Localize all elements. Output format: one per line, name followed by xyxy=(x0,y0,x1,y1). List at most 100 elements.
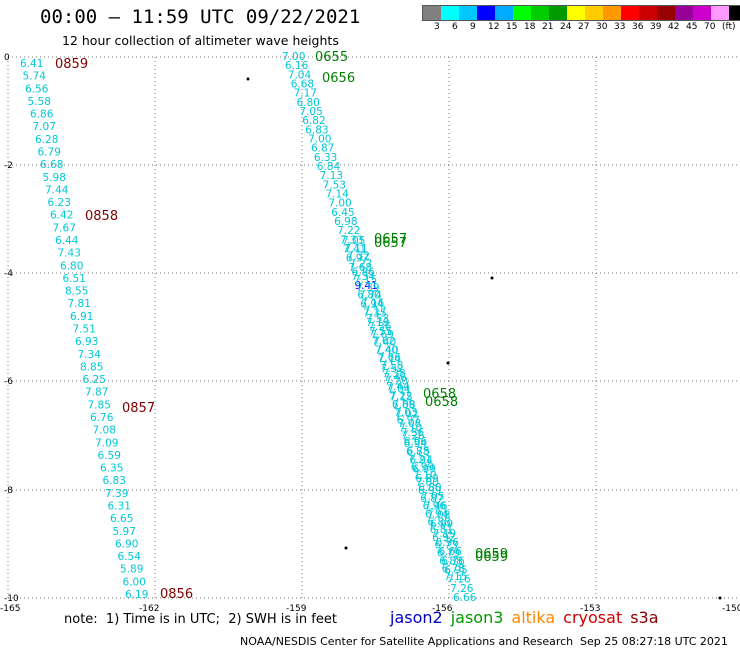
swh-value-right-track: 7.02 xyxy=(395,409,418,421)
legend-label: (ft) xyxy=(722,22,736,32)
swh-value-right-track: 7.52 xyxy=(381,363,404,375)
legend-swatch xyxy=(693,6,711,20)
swh-value-left-track: 7.85 xyxy=(88,399,111,411)
swh-value-left-track: 6.93 xyxy=(75,336,98,348)
swh-value-right-track: 7.05 xyxy=(299,106,322,118)
legend-label: 21 xyxy=(542,22,554,32)
legend-swatch xyxy=(711,6,729,20)
swh-value-right-track: 7.62 xyxy=(372,335,395,347)
swh-value-right-track: 7.41 xyxy=(343,244,366,256)
island-marker xyxy=(246,77,250,81)
swh-value-right-track: 6.45 xyxy=(331,207,354,219)
swh-value-right-track: 7.14 xyxy=(325,189,349,201)
swh-value-right-track: 6.88 xyxy=(427,516,450,528)
legend-labels: 3 6 9 12 15 18 21 24 27 30 33 36 39 42 45 70 (ft) xyxy=(422,22,740,36)
swh-value-right-track: 6.98 xyxy=(334,216,357,228)
swh-value-left-track: 6.25 xyxy=(83,374,106,386)
swh-value-left-track: 6.79 xyxy=(38,147,61,159)
swh-value-right-track: 7.03 xyxy=(394,407,417,419)
x-tick-label: -156 xyxy=(432,604,453,614)
swh-value-left-track: 6.91 xyxy=(70,311,93,323)
swh-value-right-track: 6.86 xyxy=(351,266,375,278)
swh-value-left-track: 7.87 xyxy=(85,387,108,399)
satellite-key-s3a: s3a xyxy=(630,608,659,627)
swh-value-right-track: 7.36 xyxy=(401,427,425,439)
swh-value-right-track: 7.00 xyxy=(416,477,439,489)
swh-value-right-track: 6.73 xyxy=(435,540,458,552)
swh-value-right-track: 6.99 xyxy=(418,485,441,497)
swh-value-right-track: 9.41 xyxy=(354,280,377,292)
jason3-time-label: 0659 xyxy=(475,547,508,562)
legend-swatch xyxy=(531,6,549,20)
swh-value-right-track: 7.10 xyxy=(413,469,436,481)
swh-value-right-track: 7.13 xyxy=(320,170,343,182)
swh-value-right-track: 7.10 xyxy=(399,423,422,435)
legend-label: 39 xyxy=(650,22,662,32)
jason3-time-label: 0655 xyxy=(315,50,348,65)
legend-swatch xyxy=(657,6,675,20)
swh-value-right-track: 7.40 xyxy=(375,344,398,356)
legend-label: 30 xyxy=(596,22,608,32)
swh-value-right-track: 6.94 xyxy=(425,508,449,520)
swh-value-right-track: 6.96 xyxy=(423,501,447,513)
swh-value-right-track: 6.78 xyxy=(442,563,465,575)
swh-value-right-track: 7.35 xyxy=(363,308,386,320)
swh-value-right-track: 6.75 xyxy=(407,445,430,457)
legend-label: 24 xyxy=(560,22,572,32)
y-tick-label: -4 xyxy=(4,269,13,279)
island-marker xyxy=(490,276,494,280)
swh-value-left-track: 6.59 xyxy=(98,450,121,462)
legend-label: 42 xyxy=(668,22,680,32)
legend-swatch xyxy=(459,6,477,20)
swh-value-right-track: 7.40 xyxy=(373,337,396,349)
swh-value-right-track: 7.68 xyxy=(349,262,372,274)
swh-value-left-track: 6.80 xyxy=(60,260,83,272)
x-tick-label: -162 xyxy=(139,604,159,614)
swh-value-right-track: 6.81 xyxy=(430,524,453,536)
swh-value-right-track: 6.80 xyxy=(418,482,441,494)
y-tick-label: -6 xyxy=(4,377,13,387)
swh-value-right-track: 6.88 xyxy=(439,555,462,567)
swh-value-left-track: 6.83 xyxy=(103,475,126,487)
legend-swatch xyxy=(477,6,495,20)
swh-value-right-track: 6.88 xyxy=(406,446,429,458)
satellite-key-cryosat: cryosat xyxy=(563,608,623,627)
swh-value-right-track: 6.79 xyxy=(437,548,460,560)
swh-value-right-track: 7.19 xyxy=(366,317,389,329)
satellite-key-altika: altika xyxy=(511,608,556,627)
swh-value-right-track: 7.00 xyxy=(308,134,331,146)
swh-value-right-track: 7.53 xyxy=(323,179,346,191)
jason3-time-label: 0658 xyxy=(425,395,458,410)
jason3-time-label: 0658 xyxy=(423,387,456,402)
island-marker xyxy=(344,546,348,550)
swh-value-left-track: 7.43 xyxy=(58,248,81,260)
swh-value-right-track: 7.38 xyxy=(382,368,405,380)
legend-swatch xyxy=(549,6,567,20)
swh-value-right-track: 7.36 xyxy=(368,321,392,333)
swh-value-right-track: 6.76 xyxy=(441,555,465,567)
swh-value-right-track: 7.40 xyxy=(375,344,398,356)
x-tick-label: -159 xyxy=(286,604,307,614)
satellite-key: jason2 jason3 altika cryosat s3a xyxy=(390,608,667,627)
swh-value-left-track: 7.44 xyxy=(45,184,69,196)
swh-value-right-track: 7.22 xyxy=(337,225,360,237)
swh-value-right-track: 6.96 xyxy=(436,537,460,549)
swh-value-right-track: 7.74 xyxy=(359,290,383,302)
jason3-time-label: 0659 xyxy=(475,550,508,565)
legend-swatch xyxy=(441,6,459,20)
swh-value-right-track: 7.08 xyxy=(427,509,450,521)
legend-label: 45 xyxy=(686,22,698,32)
legend-swatch xyxy=(585,6,603,20)
legend-label: 36 xyxy=(632,22,644,32)
swh-value-left-track: 6.65 xyxy=(110,513,133,525)
swh-value-right-track: 7.21 xyxy=(408,454,431,466)
swh-value-left-track: 7.67 xyxy=(53,222,76,234)
x-tick-label: -153 xyxy=(580,604,600,614)
swh-value-right-track: 6.80 xyxy=(296,97,319,109)
map-subtitle: 12 hour collection of altimeter wave hei… xyxy=(62,33,339,48)
legend-swatches xyxy=(422,5,740,21)
swh-value-right-track: 7.66 xyxy=(378,352,402,364)
swh-value-right-track: 7.22 xyxy=(389,390,412,402)
island-marker xyxy=(718,596,722,600)
